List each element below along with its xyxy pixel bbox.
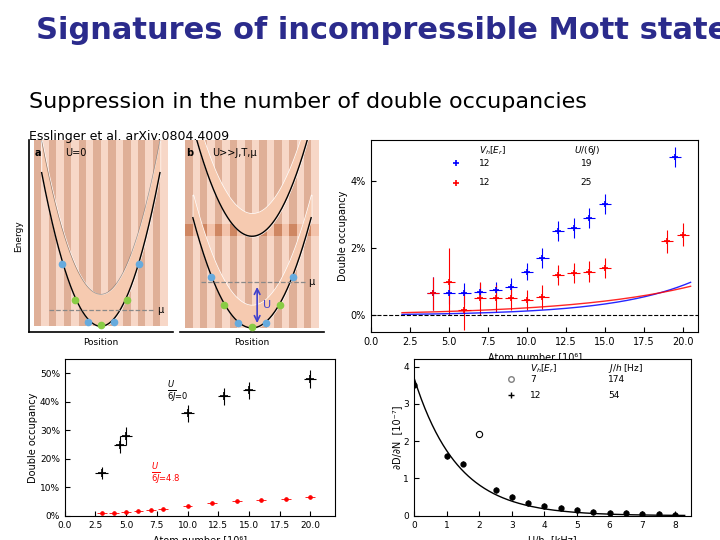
Text: 12: 12: [479, 178, 490, 187]
X-axis label: Atom number [10⁶]: Atom number [10⁶]: [487, 353, 582, 362]
Text: 12: 12: [479, 159, 490, 168]
Text: 54: 54: [608, 390, 619, 400]
Text: $V_h[E_r]$: $V_h[E_r]$: [531, 362, 557, 375]
Text: 25: 25: [580, 178, 592, 187]
Text: $U$: $U$: [167, 379, 176, 389]
Text: $\overline{6J}$=0: $\overline{6J}$=0: [167, 388, 189, 404]
Text: 19: 19: [580, 159, 592, 168]
Text: μ: μ: [309, 277, 315, 287]
Text: $\overline{6J}$=4.8: $\overline{6J}$=4.8: [151, 470, 181, 485]
Y-axis label: Double occupancy: Double occupancy: [338, 191, 348, 281]
X-axis label: Position: Position: [84, 338, 118, 347]
Text: b: b: [186, 148, 193, 158]
Text: $J/h$ [Hz]: $J/h$ [Hz]: [608, 362, 643, 375]
Text: 7: 7: [531, 375, 536, 384]
Y-axis label: ∂D/∂N  [10⁻⁷]: ∂D/∂N [10⁻⁷]: [392, 406, 402, 469]
Text: Suppression in the number of double occupancies: Suppression in the number of double occu…: [29, 92, 587, 112]
Text: μ: μ: [158, 305, 163, 315]
X-axis label: U/h  [kHz]: U/h [kHz]: [528, 535, 577, 540]
Y-axis label: Energy: Energy: [14, 220, 23, 252]
Text: U>>J,T,μ: U>>J,T,μ: [212, 148, 256, 158]
Text: 174: 174: [608, 375, 625, 384]
Text: $U$: $U$: [151, 460, 159, 471]
Text: $V_h[E_r]$: $V_h[E_r]$: [479, 144, 506, 157]
Text: U: U: [264, 300, 271, 310]
Text: a: a: [35, 148, 41, 158]
X-axis label: Position: Position: [235, 338, 269, 347]
X-axis label: Atom number [10⁶]: Atom number [10⁶]: [153, 535, 247, 540]
Text: 12: 12: [531, 390, 541, 400]
Text: $U/(6J)$: $U/(6J)$: [574, 144, 600, 157]
Text: U=0: U=0: [65, 148, 86, 158]
Text: Esslinger et al. arXiv:0804.4009: Esslinger et al. arXiv:0804.4009: [29, 130, 229, 143]
Y-axis label: Double occupancy: Double occupancy: [28, 392, 38, 483]
Text: Signatures of incompressible Mott state: Signatures of incompressible Mott state: [36, 16, 720, 45]
